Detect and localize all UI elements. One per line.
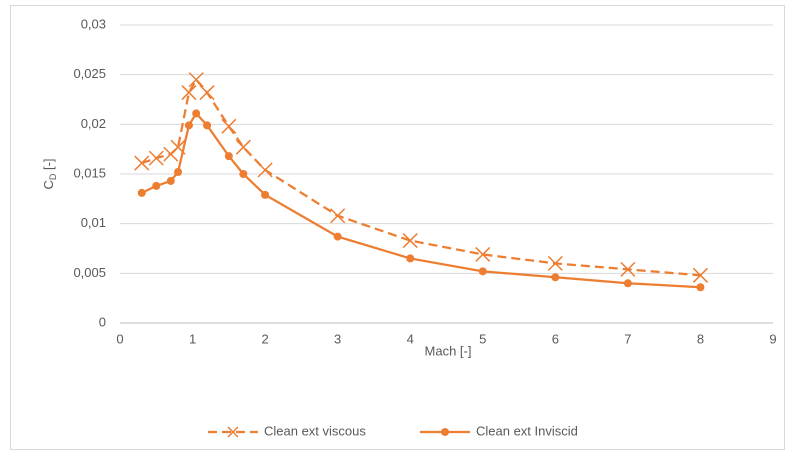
marker [402, 233, 418, 249]
marker [199, 85, 215, 101]
marker [692, 267, 708, 283]
y-axis-label: CD [-] [41, 158, 58, 189]
marker [333, 232, 342, 241]
marker [261, 190, 270, 199]
x-tick-label: 5 [479, 331, 486, 346]
marker [547, 255, 563, 271]
marker [551, 273, 560, 282]
x-tick-label: 2 [261, 331, 268, 346]
y-tick-label: 0 [99, 314, 106, 329]
y-tick-label: 0,025 [73, 66, 106, 81]
marker [166, 176, 175, 185]
x-tick-label: 7 [624, 331, 631, 346]
marker [148, 150, 164, 166]
y-tick-label: 0,01 [81, 215, 106, 230]
marker [203, 121, 212, 130]
x-tick-label: 6 [552, 331, 559, 346]
x-tick-label: 4 [407, 331, 414, 346]
marker [184, 121, 193, 130]
x-tick-label: 1 [189, 331, 196, 346]
y-label-unit: [-] [41, 158, 56, 173]
x-axis-label: Mach [-] [425, 343, 472, 358]
y-label-sub: D [48, 173, 58, 180]
marker [192, 109, 201, 118]
marker [134, 155, 150, 171]
marker [152, 181, 161, 190]
marker [406, 254, 415, 263]
marker [239, 170, 248, 178]
y-tick-label: 0,015 [73, 165, 106, 180]
legend-marker [441, 428, 449, 436]
marker [620, 261, 636, 277]
y-tick-label: 0,02 [81, 116, 106, 131]
marker [475, 246, 491, 262]
x-tick-label: 9 [769, 331, 776, 346]
marker [174, 168, 183, 177]
marker [330, 208, 346, 224]
marker [221, 118, 237, 134]
y-tick-label: 0,03 [81, 16, 106, 31]
legend-label: Clean ext viscous [264, 423, 366, 438]
marker [137, 188, 146, 197]
marker [696, 283, 705, 292]
x-tick-label: 3 [334, 331, 341, 346]
series-line [141, 111, 701, 289]
x-tick-label: 0 [116, 331, 123, 346]
legend-label: Clean ext Inviscid [476, 423, 578, 438]
marker [181, 85, 197, 101]
chart-border [10, 5, 785, 450]
y-tick-label: 0,005 [73, 265, 106, 280]
marker [623, 279, 632, 288]
y-label-main: C [41, 180, 56, 189]
marker [188, 72, 204, 88]
marker [257, 162, 273, 178]
x-tick-label: 8 [697, 331, 704, 346]
marker [235, 139, 251, 155]
marker [478, 267, 487, 276]
marker [224, 152, 233, 161]
legend-marker [227, 426, 239, 438]
